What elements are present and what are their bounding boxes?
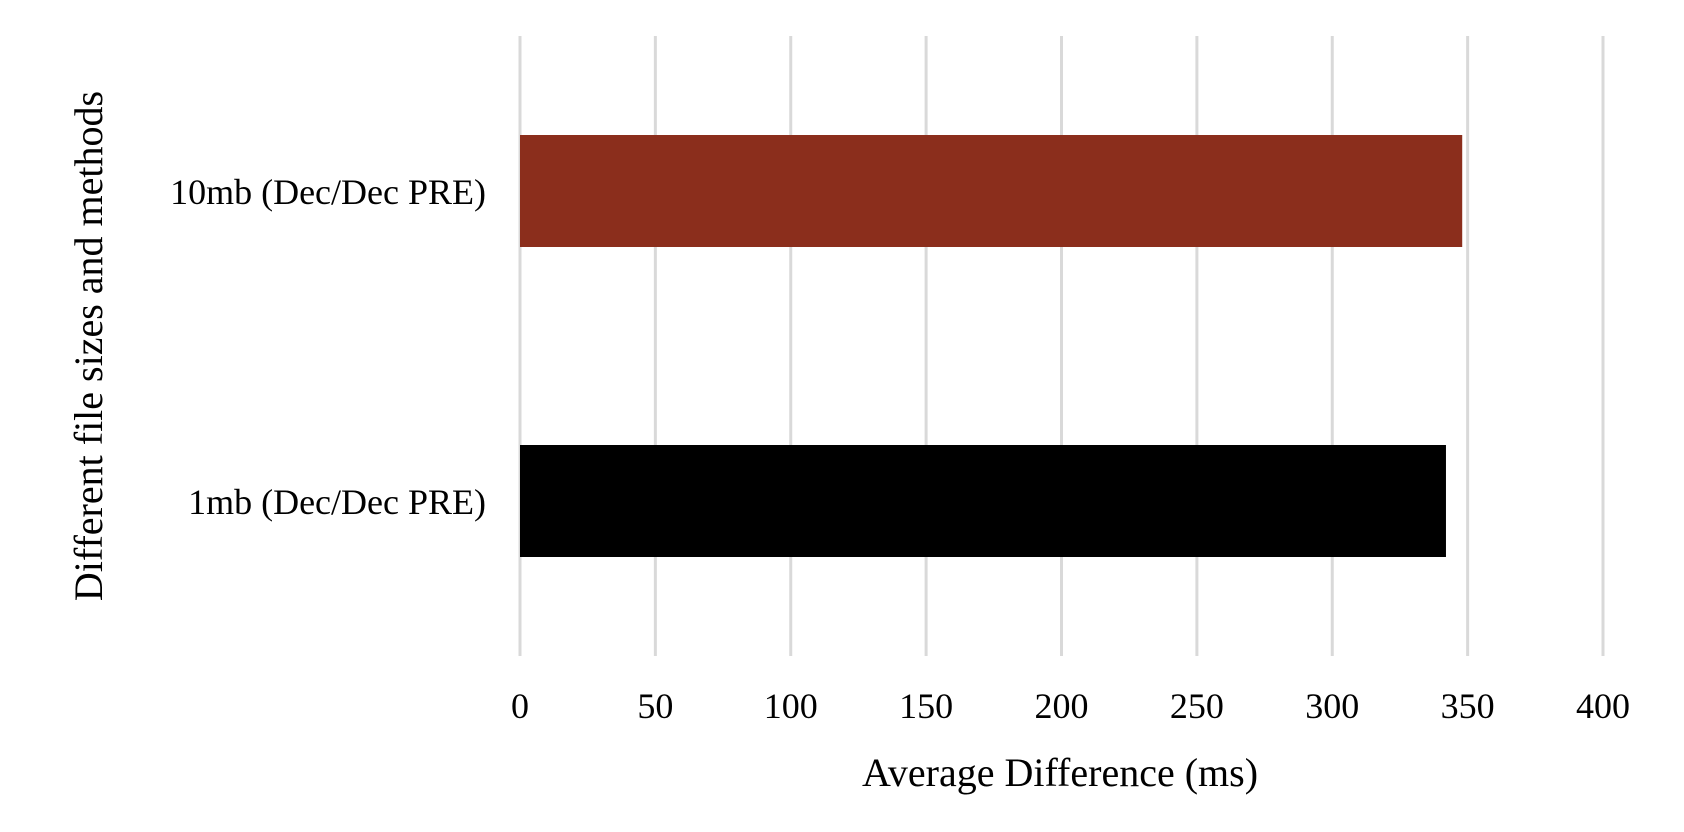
x-tick-label: 300 [1305, 686, 1359, 726]
x-tick-label: 250 [1170, 686, 1224, 726]
x-tick-labels: 0 50 100 150 200 250 300 350 400 [511, 686, 1630, 726]
x-axis-label: Average Difference (ms) [862, 750, 1258, 795]
y-axis-label: Different file sizes and methods [66, 91, 111, 601]
bars [520, 135, 1463, 557]
x-tick-label: 200 [1035, 686, 1089, 726]
gridlines [518, 36, 1605, 656]
category-labels: 1mb (Dec/Dec PRE) 10mb (Dec/Dec PRE) [170, 172, 486, 522]
category-label: 1mb (Dec/Dec PRE) [188, 482, 486, 522]
bar [520, 445, 1446, 557]
bar [520, 135, 1463, 247]
x-tick-label: 100 [764, 686, 818, 726]
x-tick-label: 400 [1576, 686, 1630, 726]
x-tick-label: 50 [637, 686, 673, 726]
x-tick-label: 150 [899, 686, 953, 726]
x-tick-label: 350 [1441, 686, 1495, 726]
category-label: 10mb (Dec/Dec PRE) [170, 172, 486, 212]
x-tick-label: 0 [511, 686, 529, 726]
